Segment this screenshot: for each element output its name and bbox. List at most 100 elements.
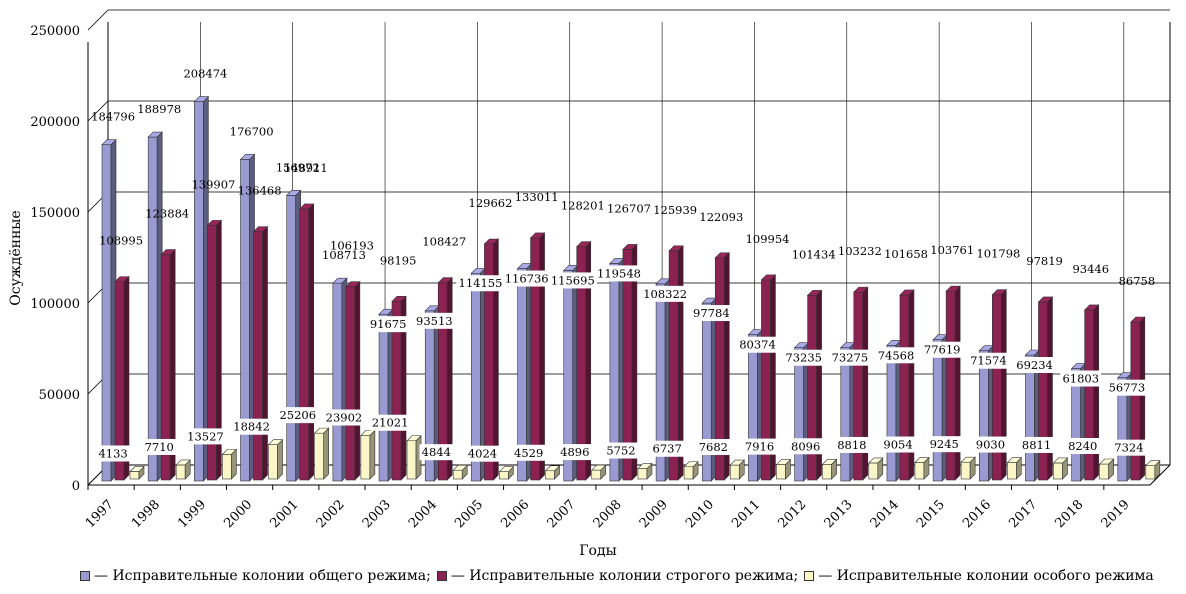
- value-label-special: 21021: [372, 416, 409, 430]
- bar-top: [101, 139, 117, 145]
- value-label-background: [369, 414, 411, 431]
- bar-1: [622, 243, 638, 481]
- legend-label-special: — Исправительные колонии особого режима: [818, 568, 1154, 584]
- value-label-general: 69234: [1016, 358, 1053, 372]
- value-label-general: 74568: [878, 348, 915, 362]
- value-label-general: 73235: [785, 351, 822, 365]
- value-label-strict: 103232: [838, 244, 882, 258]
- value-label-general: 156972: [276, 160, 320, 174]
- bar-front: [345, 286, 356, 481]
- bar-top: [206, 220, 223, 226]
- value-label-background: [413, 312, 455, 329]
- bar-front: [637, 468, 648, 480]
- bar-2: [591, 464, 607, 480]
- bar-side: [539, 232, 545, 481]
- value-label-background: [96, 445, 130, 462]
- bar-top: [1052, 457, 1069, 464]
- bar-front: [314, 432, 324, 480]
- value-label-background: [927, 436, 962, 453]
- bar-side: [323, 427, 329, 480]
- bar-2: [1098, 458, 1115, 480]
- bar-1: [529, 232, 546, 481]
- bar-top: [285, 190, 302, 196]
- bar-front: [776, 464, 786, 480]
- bar-top: [452, 464, 468, 471]
- bar-top: [544, 465, 561, 472]
- bar-front: [147, 136, 158, 482]
- x-tick-label: 2018: [1052, 497, 1086, 531]
- x-tick-label: 2016: [960, 497, 994, 531]
- bar-2: [267, 438, 284, 480]
- bar-2: [175, 459, 191, 480]
- gridline: [87, 100, 1170, 122]
- value-label-strict: 108995: [99, 234, 143, 248]
- value-label-strict: 108427: [422, 235, 466, 249]
- value-label-background: [783, 349, 825, 366]
- bar-top: [668, 245, 684, 252]
- bar-front: [683, 466, 694, 480]
- value-label-background: [835, 436, 869, 453]
- bar-front: [1038, 301, 1048, 481]
- bar-side: [262, 225, 268, 481]
- value-label-special: 6737: [653, 442, 682, 456]
- bar-1: [1037, 296, 1054, 481]
- bar-top: [591, 464, 607, 471]
- bar-front: [1099, 463, 1109, 480]
- bar-front: [452, 469, 463, 480]
- bar-front: [932, 339, 943, 482]
- value-label-strict: 136468: [238, 184, 282, 198]
- value-label-background: [1065, 438, 1100, 455]
- bar-1: [114, 275, 130, 481]
- value-label-strict: 101434: [792, 247, 836, 261]
- bar-1: [252, 225, 269, 481]
- value-label-general: 97784: [693, 306, 730, 320]
- value-label-special: 5752: [606, 444, 635, 458]
- legend-item-special: — Исправительные колонии особого режима: [804, 568, 1154, 584]
- bar-front: [1145, 465, 1156, 480]
- bar-side: [308, 203, 314, 481]
- bar-2: [1145, 459, 1161, 480]
- bar-front: [545, 470, 555, 480]
- bar-top: [406, 435, 422, 442]
- bar-1: [206, 219, 223, 481]
- bar-front: [253, 231, 263, 481]
- x-tick-label: 2007: [545, 497, 579, 531]
- value-label-background: [829, 349, 871, 366]
- bar-1: [945, 285, 961, 481]
- bar-2: [868, 457, 884, 480]
- y-tick-label: 200000: [30, 115, 80, 130]
- bar-0: [147, 131, 163, 482]
- bar-2: [544, 465, 561, 480]
- value-label-background: [277, 407, 319, 424]
- bar-top: [960, 456, 976, 463]
- bar-front: [868, 462, 879, 480]
- bar-front: [822, 463, 832, 480]
- bar-top: [345, 281, 361, 288]
- bar-2: [683, 461, 699, 480]
- value-label-background: [231, 418, 273, 435]
- x-tick-label: 2013: [822, 497, 856, 531]
- bar-top: [729, 459, 745, 466]
- bar-top: [267, 439, 284, 446]
- bar-top: [576, 241, 592, 247]
- bar-0: [193, 95, 210, 482]
- bar-front: [360, 435, 371, 480]
- x-tick-label: 1998: [129, 497, 163, 531]
- bar-2: [637, 462, 653, 480]
- value-label-background: [1112, 439, 1146, 456]
- value-label-special: 25206: [279, 408, 316, 422]
- value-label-strict: 148911: [284, 161, 328, 175]
- bar-top: [1145, 460, 1161, 466]
- value-label-strict: 129662: [469, 196, 513, 210]
- legend-label-strict: — Исправительные колонии строгого режима…: [450, 568, 799, 584]
- bar-top: [239, 154, 256, 160]
- value-label-strict: 101658: [884, 247, 928, 261]
- bar-front: [299, 208, 309, 481]
- value-label-general: 73275: [832, 351, 869, 365]
- bar-2: [221, 448, 238, 480]
- bar-2: [914, 456, 930, 480]
- value-label-background: [594, 265, 644, 282]
- bar-2: [498, 465, 515, 480]
- bar-1: [991, 289, 1008, 481]
